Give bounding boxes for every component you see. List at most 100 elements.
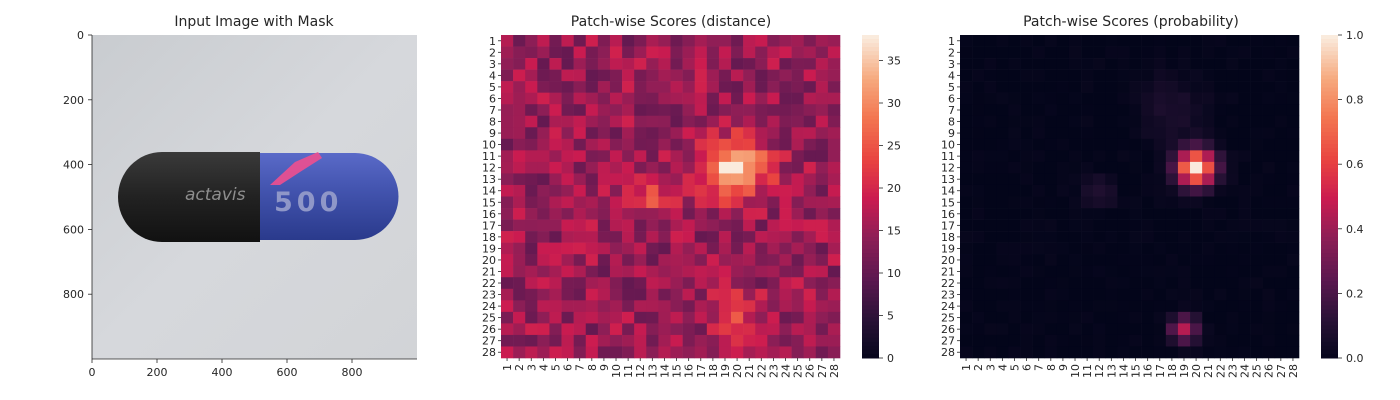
heatmap-cell <box>1262 300 1276 313</box>
heatmap-cell <box>1238 231 1251 243</box>
heatmap-cell <box>1008 127 1021 140</box>
heatmap-cell <box>549 173 562 186</box>
heatmap-cell <box>597 35 611 47</box>
heatmap-cell <box>658 323 671 336</box>
heatmap-cell <box>1190 69 1203 82</box>
heatmap-cell <box>694 127 708 140</box>
row-label: 26 <box>941 323 955 336</box>
heatmap-cell <box>1250 150 1263 163</box>
heatmap-cell <box>622 150 635 163</box>
heatmap-cell <box>960 81 973 93</box>
heatmap-cell <box>1093 127 1106 140</box>
col-label: 14 <box>658 364 671 378</box>
colorbar-segment <box>862 293 879 298</box>
heatmap-cell <box>996 242 1009 255</box>
heatmap-cell <box>1165 288 1179 301</box>
heatmap-cell <box>1117 254 1130 267</box>
colorbar-segment <box>1321 107 1338 113</box>
heatmap-cell <box>779 150 792 163</box>
heatmap-cell <box>525 92 538 105</box>
heatmap-cell <box>718 81 732 93</box>
heatmap-cell <box>1056 300 1070 313</box>
heatmap-cell <box>1105 92 1118 105</box>
heatmap-cell <box>803 254 817 267</box>
heatmap-cell <box>1008 311 1021 324</box>
colorbar-segment <box>1321 216 1338 222</box>
heatmap-cell <box>1141 150 1155 163</box>
colorbar-segment <box>1321 192 1338 197</box>
col-label: 13 <box>1105 364 1118 378</box>
capsule-black-half <box>118 152 260 242</box>
heatmap-cell <box>1250 288 1263 301</box>
heatmap-cell <box>1250 81 1263 93</box>
heatmap-cell <box>1190 46 1203 59</box>
colorbar-segment <box>862 277 879 282</box>
colorbar-segment <box>862 87 879 93</box>
heatmap-cell <box>1068 265 1082 278</box>
heatmap-cell <box>1262 242 1276 255</box>
heatmap-cell <box>1105 115 1118 128</box>
heatmap-cell <box>670 58 683 70</box>
heatmap-cell <box>1202 184 1215 197</box>
heatmap-cell <box>646 311 659 324</box>
heatmap-cell <box>670 127 683 140</box>
heatmap-cell <box>513 242 526 255</box>
heatmap-cell <box>525 219 538 232</box>
heatmap-cell <box>573 161 587 174</box>
heatmap-cell <box>670 150 683 163</box>
heatmap-cell <box>670 334 683 347</box>
heatmap-cell <box>984 173 997 186</box>
heatmap-cell <box>803 104 817 117</box>
heatmap-cell <box>1032 323 1046 336</box>
heatmap-cell <box>1190 81 1203 93</box>
heatmap-cell <box>718 277 732 290</box>
heatmap-cell <box>1020 334 1033 347</box>
heatmap-cell <box>1250 334 1263 347</box>
heatmap-cell <box>1250 219 1263 232</box>
heatmap-cell <box>682 161 696 174</box>
heatmap-cell <box>731 81 744 93</box>
heatmap-cell <box>646 35 659 47</box>
heatmap-cell <box>1129 208 1142 220</box>
heatmap-cell <box>731 115 744 128</box>
heatmap-cell <box>549 138 562 151</box>
heatmap-cell <box>718 242 732 255</box>
heatmap-cell <box>1153 277 1167 290</box>
heatmap-cell <box>743 115 756 128</box>
heatmap-cell <box>755 242 768 255</box>
heatmap-cell <box>634 81 647 93</box>
heatmap-cell <box>670 138 683 151</box>
colorbar-segment <box>862 95 879 101</box>
distance-heatmap-cells <box>501 35 841 359</box>
heatmap-cell <box>1081 92 1094 105</box>
heatmap-cell <box>731 265 744 278</box>
heatmap-cell <box>1008 288 1021 301</box>
heatmap-cell <box>827 81 841 93</box>
heatmap-cell <box>1032 242 1046 255</box>
panel-input-image: Input Image with Mask actavis <box>63 14 417 379</box>
heatmap-cell <box>585 288 599 301</box>
heatmap-cell <box>1141 58 1155 70</box>
heatmap-cell <box>622 115 635 128</box>
heatmap-cell <box>682 81 696 93</box>
heatmap-cell <box>561 334 574 347</box>
heatmap-cell <box>1202 35 1215 47</box>
heatmap-cell <box>960 138 973 151</box>
heatmap-cell <box>1202 173 1215 186</box>
heatmap-cell <box>996 35 1009 47</box>
heatmap-cell <box>1008 58 1021 70</box>
colorbar-segment <box>862 224 879 230</box>
heatmap-cell <box>1044 161 1058 174</box>
heatmap-cell <box>1177 242 1191 255</box>
heatmap-cell <box>960 184 973 197</box>
heatmap-cell <box>1008 81 1021 93</box>
heatmap-cell <box>622 242 635 255</box>
colorbar-segment <box>1321 63 1338 68</box>
heatmap-cell <box>1190 127 1203 140</box>
heatmap-cell <box>1274 92 1288 105</box>
heatmap-cell <box>1056 277 1070 290</box>
heatmap-cell <box>1032 161 1046 174</box>
heatmap-cell <box>525 334 538 347</box>
heatmap-cell <box>827 58 841 70</box>
heatmap-cell <box>525 242 538 255</box>
